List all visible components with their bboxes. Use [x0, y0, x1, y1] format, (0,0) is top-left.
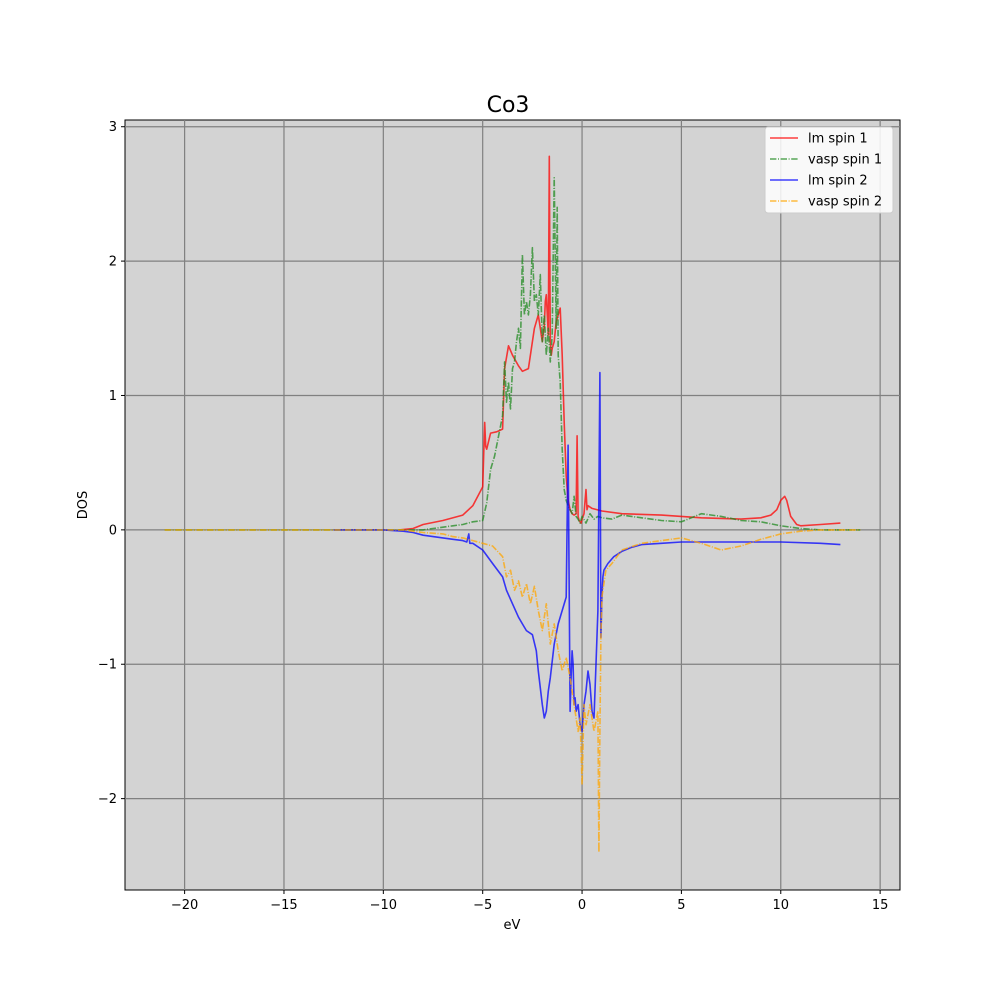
series-line-vasp-spin-2 — [164, 529, 861, 854]
x-axis-label: eV — [504, 918, 521, 933]
legend: lm spin 1 vasp spin 1 lm spin 2 vasp spin 2 — [764, 126, 894, 214]
y-tick-label: −1 — [98, 658, 117, 673]
x-tick-label: −10 — [370, 898, 397, 913]
series-line-lm-spin-1 — [399, 155, 841, 531]
x-tick-label: 0 — [578, 898, 586, 913]
y-tick-label: 1 — [109, 389, 117, 404]
series-lines — [164, 155, 861, 854]
x-tick-label: 10 — [772, 898, 789, 913]
y-axis-label: DOS — [76, 491, 91, 520]
legend-label: lm spin 1 — [808, 132, 868, 147]
legend-label: vasp spin 2 — [808, 195, 882, 210]
x-tick-label: −15 — [270, 898, 297, 913]
chart-title: Co3 — [487, 93, 530, 118]
grid — [125, 120, 900, 890]
y-tick-label: 2 — [109, 255, 117, 270]
x-tick-label: −20 — [171, 898, 198, 913]
y-tick-label: 0 — [109, 523, 117, 538]
legend-label: vasp spin 1 — [808, 153, 882, 168]
series-line-lm-spin-2 — [333, 371, 841, 733]
x-tick-label: 15 — [872, 898, 889, 913]
x-tick-label: 5 — [677, 898, 685, 913]
x-tick-label: −5 — [473, 898, 492, 913]
y-tick-label: −2 — [98, 792, 117, 807]
y-tick-label: 3 — [109, 120, 117, 135]
legend-box — [764, 126, 894, 214]
legend-label: lm spin 2 — [808, 174, 868, 189]
plot-area — [124, 119, 901, 891]
